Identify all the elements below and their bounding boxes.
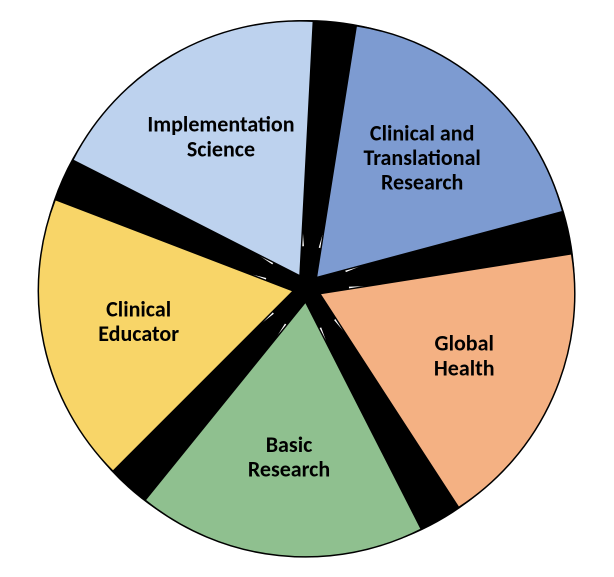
pie-chart: Clinical andTranslationalResearch GlobalH…	[0, 0, 614, 577]
slice-label: ClinicalEducator	[98, 296, 179, 348]
slice-label: Clinical andTranslationalResearch	[363, 120, 480, 196]
slice-label: GlobalHealth	[434, 330, 495, 382]
